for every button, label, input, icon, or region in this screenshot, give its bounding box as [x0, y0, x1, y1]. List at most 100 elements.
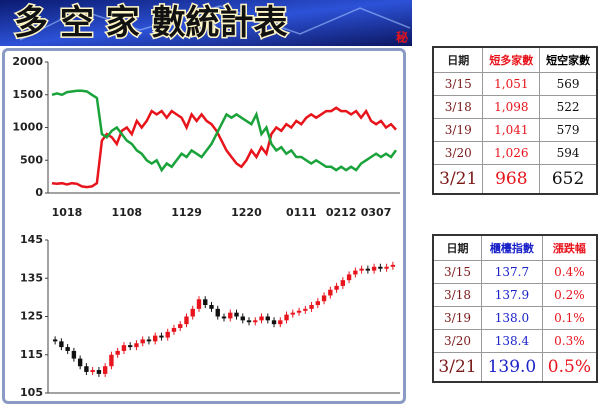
candle-body: [253, 320, 258, 323]
candle-body: [371, 266, 377, 271]
table-row: 3/19 138.0 0.1%: [432, 306, 598, 330]
table-cell: 0.2%: [541, 283, 598, 307]
table-cell: 3/18: [432, 283, 483, 307]
candle-body: [234, 312, 239, 317]
y-tick-label: 105: [20, 386, 43, 399]
table-cell: 0.5%: [541, 352, 598, 383]
x-tick-label: 0212: [326, 206, 357, 219]
table-row: 3/15 137.7 0.4%: [432, 260, 598, 284]
candle-body: [109, 354, 114, 367]
table-cell: 137.7: [481, 260, 543, 284]
charts: 0 500 1000 1500 2000 1018 1108 1129 1220 0111 0212…: [12, 55, 400, 399]
candle-body: [328, 289, 333, 296]
table: 日期 短多家數 短空家數 3/15 1,051 569 3/18 1,098 522 3/19 1,…: [432, 46, 598, 195]
y-tick-label: 145: [20, 233, 43, 246]
candle-body: [271, 320, 277, 325]
candle-body: [171, 327, 177, 332]
y-tick-label: 0: [35, 186, 43, 199]
table-cell: 櫃檯指數: [481, 234, 543, 261]
candle-body: [240, 316, 245, 321]
candle-body: [190, 308, 195, 317]
candle-body: [102, 366, 108, 374]
table-cell: 1,098: [482, 95, 541, 119]
x-tick-label: 1129: [171, 206, 202, 219]
candle-body: [309, 305, 314, 309]
y-tick-label: 1000: [12, 121, 43, 134]
table-cell: 1,051: [482, 72, 541, 96]
table-cell: 3/21: [432, 352, 483, 383]
candle-body: [296, 310, 302, 313]
candle-body: [278, 320, 283, 325]
x-tick-label: 1220: [231, 206, 262, 219]
candle-body: [303, 308, 308, 311]
table-cell: 137.9: [481, 283, 543, 307]
table-row: 3/21 139.0 0.5%: [432, 352, 598, 383]
candle-body: [209, 305, 214, 309]
candle-body: [334, 285, 339, 290]
banner-bg: [0, 0, 412, 46]
table-cell: 日期: [432, 234, 483, 261]
candle-body: [77, 358, 83, 367]
table-cell: 579: [539, 118, 598, 142]
table-cell: 0.1%: [541, 306, 598, 330]
candle-body: [390, 264, 396, 267]
candle-body: [259, 316, 264, 321]
table-cell: 1,026: [482, 141, 541, 165]
table-cell: 968: [482, 164, 541, 195]
candle-body: [134, 343, 139, 348]
candle-body: [196, 299, 202, 309]
candle-body: [321, 295, 327, 302]
title: 多 空 家 數統計表: [14, 3, 288, 43]
candle-body: [346, 274, 352, 281]
table-cell: 3/20: [432, 141, 484, 165]
candle-body: [121, 345, 127, 351]
table-cell: 0.3%: [541, 329, 598, 353]
table-cell: 短空家數: [539, 46, 598, 73]
table-row: 日期 短多家數 短空家數: [432, 46, 598, 73]
candle-body: [165, 331, 170, 338]
table-cell: 139.0: [481, 352, 543, 383]
candle-body: [178, 324, 183, 328]
candle-body: [203, 299, 208, 306]
y-tick-label: 115: [20, 348, 43, 361]
table-cell: 3/19: [432, 306, 483, 330]
streak: [19, 5, 411, 41]
candle-body: [359, 268, 364, 271]
candle-body: [59, 341, 64, 348]
candle-body: [153, 335, 158, 342]
candle-body: [215, 308, 220, 317]
candle-body: [353, 270, 358, 275]
table-cell: 1,041: [482, 118, 541, 142]
candle-body: [246, 320, 252, 323]
x-tick-label: 1108: [111, 206, 142, 219]
chart-panel: [2, 48, 406, 404]
table: 日期 櫃檯指數 漲跌幅 3/15 137.7 0.4% 3/18 137.9 0.2% 3/19 1…: [432, 234, 598, 383]
candle-body: [290, 312, 295, 315]
table-cell: 0.4%: [541, 260, 598, 284]
table-row: 3/18 137.9 0.2%: [432, 283, 598, 307]
candle-body: [146, 339, 152, 342]
x-tick-label: 0111: [286, 206, 317, 219]
candle-body: [71, 350, 77, 359]
candle-body: [115, 350, 120, 355]
table-cell: 短多家數: [482, 46, 541, 73]
table-cell: 138.4: [481, 329, 543, 353]
table-row: 3/19 1,041 579: [432, 118, 598, 142]
candle-body: [96, 370, 102, 374]
table-cell: 3/19: [432, 118, 484, 142]
candle-body: [284, 314, 289, 321]
table-row: 3/20 1,026 594: [432, 141, 598, 165]
candle-body: [52, 339, 58, 342]
title-mark: 秘: [396, 30, 408, 45]
y-tick-label: 135: [20, 271, 43, 284]
y-tick-label: 125: [20, 310, 43, 323]
candle-body: [65, 347, 70, 351]
candle-body: [265, 316, 270, 321]
candle-body: [221, 316, 227, 319]
table-cell: 522: [539, 95, 598, 119]
table-cell: 漲跌幅: [541, 234, 598, 261]
y-tick-label: 500: [20, 153, 43, 166]
table-cell: 569: [539, 72, 598, 96]
table-row: 3/18 1,098 522: [432, 95, 598, 119]
